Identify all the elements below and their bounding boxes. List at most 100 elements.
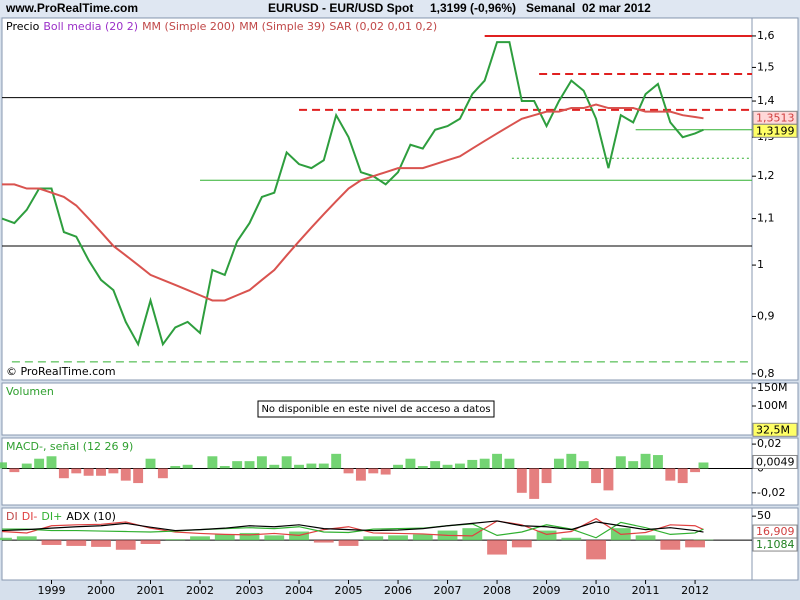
bar <box>603 468 614 491</box>
bar <box>115 540 136 550</box>
axis-area <box>751 437 799 506</box>
series-line <box>2 103 704 302</box>
y-tick-label: 1,1 <box>757 212 775 225</box>
legend-entry: DI <box>6 510 18 523</box>
bar <box>487 540 507 555</box>
bar <box>561 537 582 541</box>
bar <box>16 536 37 541</box>
bar <box>462 528 483 541</box>
bar <box>157 468 168 479</box>
legend-entry: MM (Simple 200) <box>142 20 235 33</box>
bar <box>516 468 527 493</box>
site: www.ProRealTime.com <box>5 1 138 15</box>
bar <box>685 540 705 548</box>
bar <box>363 536 384 541</box>
y-tick-label: 1,5 <box>757 60 775 73</box>
bar <box>133 468 144 484</box>
bar <box>34 458 45 469</box>
bar <box>355 468 366 481</box>
bar <box>256 456 267 469</box>
bar <box>690 468 701 473</box>
x-tick-label: 2008 <box>483 584 511 597</box>
last-value-box <box>752 422 798 437</box>
x-tick-label: 1999 <box>38 584 66 597</box>
bar <box>405 458 416 469</box>
x-tick-label: 2004 <box>285 584 313 597</box>
bar <box>331 453 342 469</box>
bar <box>677 468 688 484</box>
y-tick-label: 1,2 <box>757 169 775 182</box>
bar <box>628 461 639 469</box>
last-value-label: 1,3513 <box>756 111 795 124</box>
bar <box>467 459 478 469</box>
bar <box>41 540 62 545</box>
series-line <box>1 520 704 533</box>
bar <box>665 468 676 481</box>
bar <box>96 468 106 476</box>
message-box <box>257 400 495 418</box>
bar <box>652 455 663 469</box>
chart-title: EURUSD - EUR/USD Spot <box>268 1 413 15</box>
x-tick-label: 2009 <box>533 584 561 597</box>
bar <box>430 461 441 469</box>
legend-entry: ADX (10) <box>66 510 116 523</box>
y-tick-label: 100M <box>757 399 788 412</box>
bar <box>640 453 651 469</box>
series-line <box>1 41 704 347</box>
bar <box>566 453 577 469</box>
x-tick-label: 2011 <box>632 584 660 597</box>
bar <box>313 540 334 543</box>
legend-entry: DI- <box>22 510 38 523</box>
last-value-box <box>752 454 798 469</box>
bar <box>318 463 329 469</box>
x-tick-label: 2002 <box>186 584 214 597</box>
x-tick-label: 2000 <box>87 584 115 597</box>
bar <box>306 463 317 469</box>
last-value-box <box>752 537 798 552</box>
x-tick-label: 2001 <box>137 584 165 597</box>
bar <box>244 461 255 469</box>
bar <box>214 534 235 541</box>
bar <box>660 540 681 550</box>
period: Semanal 02 mar 2012 <box>526 1 651 15</box>
legend-entry: DI+ <box>41 510 62 523</box>
bar <box>578 461 589 469</box>
bar <box>108 468 119 474</box>
bar <box>140 540 161 544</box>
bar <box>504 458 515 469</box>
bar <box>343 468 354 474</box>
bar <box>281 456 292 469</box>
last-value-label: 1,3199 <box>756 124 795 137</box>
bar <box>9 468 20 473</box>
bar <box>294 464 304 469</box>
last-value-label: 0,0049 <box>756 455 795 468</box>
y-tick-label: 0,9 <box>757 309 775 322</box>
last-value-label: 16,909 <box>756 525 795 538</box>
bar <box>120 468 131 481</box>
x-tick-label: 2010 <box>582 584 610 597</box>
bar <box>442 464 453 469</box>
footer: © ProRealTime.com <box>6 365 116 378</box>
last-value-label: 32,5M <box>756 423 790 436</box>
last-value-label: 1,1084 <box>756 538 795 551</box>
message: No disponible en este nivel de acceso a … <box>261 404 490 415</box>
legend-entry: Volumen <box>6 385 54 398</box>
bar <box>388 535 408 541</box>
bar <box>58 468 69 479</box>
y-tick-label: 150M <box>757 381 788 394</box>
bar <box>21 463 32 469</box>
y-tick-label: 0,02 <box>757 437 782 450</box>
y-tick-label: 1,4 <box>757 94 775 107</box>
bar <box>635 535 656 541</box>
bar <box>541 468 552 484</box>
bar <box>615 456 626 469</box>
bar <box>591 468 602 484</box>
legend-entry: MACD-, señal (12 26 9) <box>6 440 133 453</box>
bar <box>91 540 111 547</box>
bar <box>165 539 186 541</box>
x-tick-label: 2003 <box>236 584 264 597</box>
series-line <box>2 521 704 539</box>
quote: 1,3199 (-0,96%) <box>430 1 516 15</box>
bar <box>454 463 465 469</box>
